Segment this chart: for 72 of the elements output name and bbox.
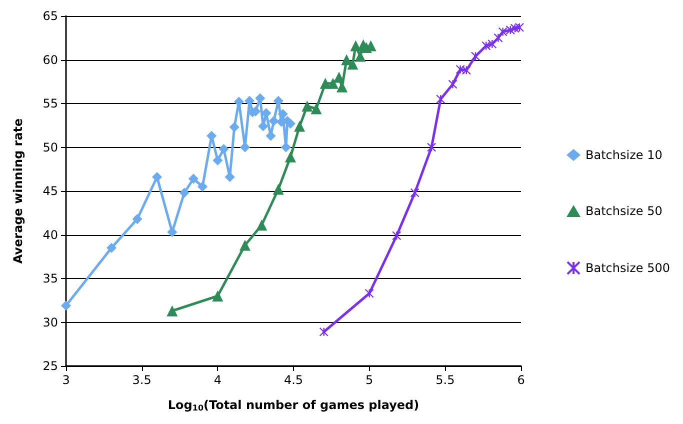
legend-label: Batchsize 10 — [586, 148, 662, 162]
point — [294, 120, 306, 132]
point — [167, 227, 178, 238]
point — [179, 188, 190, 198]
point — [229, 122, 240, 132]
point — [410, 188, 420, 198]
point — [470, 52, 480, 61]
y-tick-label: 65 — [42, 9, 58, 23]
point — [310, 103, 322, 114]
y-tick-label: 60 — [42, 52, 58, 67]
point — [456, 64, 465, 74]
point — [273, 96, 284, 106]
x-tick-label: 4.5 — [284, 373, 304, 387]
point — [350, 40, 362, 52]
point — [234, 96, 244, 107]
point — [132, 214, 142, 224]
point — [436, 94, 446, 104]
legend-label: Batchsize 500 — [586, 261, 670, 275]
x-tick-label: 5 — [366, 373, 374, 387]
legend-label: Batchsize 50 — [586, 204, 662, 218]
y-tick-label: 35 — [42, 272, 58, 286]
point — [494, 33, 503, 42]
point — [255, 93, 266, 104]
point — [514, 22, 524, 32]
point — [334, 72, 344, 83]
point — [239, 240, 250, 251]
point — [206, 130, 217, 141]
point — [462, 66, 471, 75]
point — [218, 144, 229, 154]
point — [347, 58, 358, 70]
x-tick-label: 5.5 — [436, 373, 455, 387]
point — [188, 174, 198, 184]
point — [498, 27, 508, 36]
y-axis-title: Average winning rate — [11, 118, 25, 264]
point — [61, 300, 71, 311]
x-tick-label: 3 — [62, 373, 70, 387]
point — [354, 50, 366, 62]
point — [244, 96, 255, 106]
point — [268, 116, 279, 126]
point — [106, 242, 116, 253]
x-tick-label: 4 — [214, 373, 222, 387]
point — [212, 155, 223, 166]
point — [166, 305, 178, 316]
point — [256, 220, 268, 231]
point — [278, 109, 288, 119]
point — [272, 184, 284, 195]
point — [392, 231, 402, 240]
point — [319, 327, 328, 336]
point — [488, 39, 497, 49]
point — [152, 172, 162, 182]
point — [240, 142, 250, 152]
y-tick-label: 30 — [42, 315, 58, 330]
point — [327, 78, 338, 89]
point — [284, 151, 296, 162]
point — [302, 100, 313, 112]
point — [506, 25, 515, 35]
point — [426, 142, 436, 152]
point — [482, 41, 491, 50]
y-tick-label: 55 — [42, 96, 58, 110]
point — [448, 80, 458, 89]
x-tick-label: 3.5 — [132, 373, 152, 387]
point — [212, 290, 224, 302]
x-tick-label: 6 — [517, 373, 525, 387]
y-tick-label: 40 — [42, 228, 58, 242]
y-tick-label: 50 — [42, 140, 58, 154]
point — [280, 142, 291, 152]
point — [198, 182, 208, 192]
y-tick-label: 45 — [42, 184, 58, 198]
point — [224, 172, 235, 182]
point — [510, 24, 520, 33]
point — [364, 288, 374, 298]
y-tick-label: 25 — [42, 359, 58, 373]
